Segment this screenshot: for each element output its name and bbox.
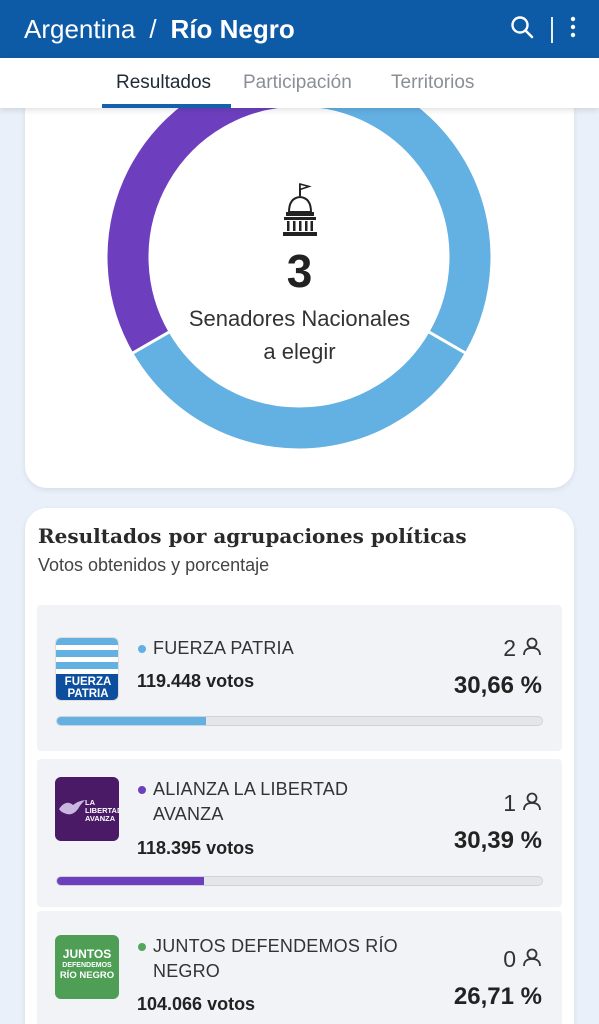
- results-subtitle: Votos obtenidos y porcentaje: [38, 555, 270, 575]
- juntos-logo: JUNTOS DEFENDEMOS RÍO NEGRO: [55, 935, 119, 999]
- more-vertical-icon[interactable]: [569, 14, 577, 45]
- party-seats: 2: [503, 635, 542, 662]
- tab-resultados[interactable]: Resultados: [116, 72, 212, 93]
- tab-bar: Resultados Participación Territorios: [0, 58, 599, 108]
- party-seats: 0: [503, 946, 542, 973]
- party-row-fuerza-patria[interactable]: FUERZA PATRIA FUERZA PATRIA 119.448 voto…: [37, 605, 562, 751]
- breadcrumb-country[interactable]: Argentina: [24, 13, 136, 44]
- logo-text: JUNTOS: [62, 947, 112, 961]
- person-icon: [522, 946, 542, 973]
- seats-count: 1: [503, 790, 516, 816]
- person-icon: [522, 790, 542, 817]
- capitol-icon: [281, 182, 319, 243]
- seats-label-line1: Senadores Nacionales: [188, 306, 411, 331]
- party-name: JUNTOS DEFENDEMOS RÍO NEGRO: [153, 936, 398, 981]
- logo-text: AVANZA: [85, 814, 116, 823]
- party-color-dot: [138, 645, 146, 653]
- donut-seat-slice: [104, 90, 301, 356]
- seats-count: 2: [503, 635, 516, 661]
- breadcrumb-separator: /: [149, 13, 157, 44]
- header-divider: [551, 16, 553, 43]
- party-percent: 30,66 %: [453, 672, 542, 699]
- party-votes: 104.066 votos: [137, 994, 256, 1014]
- tab-active-indicator: [102, 104, 231, 108]
- seats-count: 0: [503, 946, 516, 972]
- party-color-dot: [138, 786, 146, 794]
- search-icon[interactable]: [509, 14, 535, 45]
- party-percent: 26,71 %: [453, 983, 542, 1010]
- party-votes: 118.395 votos: [137, 838, 255, 858]
- person-icon: [522, 635, 542, 662]
- logo-text: LIBERTAD: [85, 806, 119, 815]
- seats-label-line2: a elegir: [263, 339, 336, 364]
- party-seats: 1: [503, 790, 542, 817]
- seats-number: 3: [286, 245, 313, 297]
- party-row-libertad-avanza[interactable]: LA LIBERTAD AVANZA ALIANZA LA LIBERTAD A…: [37, 759, 562, 907]
- tab-territorios[interactable]: Territorios: [391, 72, 475, 93]
- party-row-juntos[interactable]: JUNTOS DEFENDEMOS RÍO NEGRO JUNTOS DEFEN…: [37, 911, 562, 1024]
- app-header: Argentina / Río Negro: [0, 0, 599, 58]
- progress-bar: [56, 876, 543, 886]
- logo-text: DEFENDEMOS: [62, 962, 112, 969]
- party-votes: 119.448 votos: [137, 671, 255, 691]
- logo-text: LA: [85, 798, 95, 807]
- party-results-card: Resultados por agrupaciones políticas Vo…: [25, 508, 574, 1024]
- seats-donut-chart: [104, 90, 494, 452]
- party-percent: 30,39 %: [453, 827, 542, 854]
- results-title: Resultados por agrupaciones políticas: [38, 524, 467, 548]
- party-name: ALIANZA LA LIBERTAD AVANZA: [153, 779, 349, 824]
- breadcrumb-province: Río Negro: [170, 13, 295, 44]
- fuerza-patria-logo: FUERZA PATRIA: [55, 637, 119, 701]
- tab-participacion[interactable]: Participación: [243, 72, 352, 93]
- progress-fill: [57, 877, 205, 885]
- header-actions: [509, 14, 577, 45]
- logo-text: PATRIA: [67, 688, 109, 700]
- logo-text: RÍO NEGRO: [59, 970, 115, 981]
- seats-summary-card: 3 Senadores Nacionales a elegir: [25, 90, 574, 488]
- progress-fill: [57, 717, 206, 725]
- progress-bar: [56, 716, 543, 726]
- party-name: FUERZA PATRIA: [153, 638, 294, 658]
- libertad-avanza-logo: LA LIBERTAD AVANZA: [55, 777, 119, 841]
- logo-text: FUERZA: [64, 676, 112, 688]
- party-color-dot: [138, 943, 146, 951]
